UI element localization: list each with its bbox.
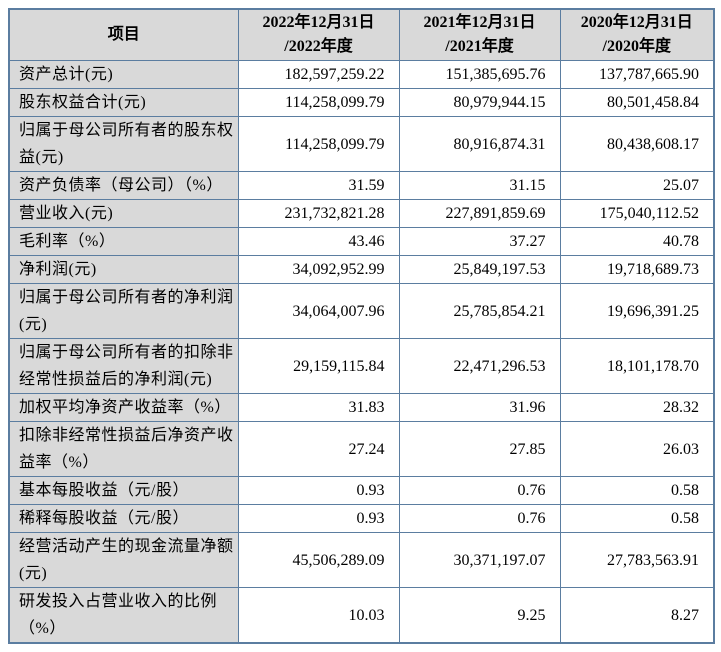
table-header: 项目 2022年12月31日 /2022年度 2021年12月31日 /2021… <box>8 8 715 61</box>
value-cell: 27.85 <box>398 421 561 477</box>
value-cell: 45,506,289.09 <box>237 532 400 588</box>
value-cell: 9.25 <box>398 587 561 644</box>
value-cell: 151,385,695.76 <box>398 60 561 89</box>
value-cell: 25.07 <box>559 171 715 200</box>
value-cell: 227,891,859.69 <box>398 199 561 228</box>
value-cell: 31.83 <box>237 393 400 422</box>
period-year: /2021年度 <box>445 38 514 55</box>
table-row: 研发投入占营业收入的比例（%） 10.03 9.25 8.27 <box>8 587 715 644</box>
table-row: 毛利率（%） 43.46 37.27 40.78 <box>8 227 715 256</box>
value-cell: 40.78 <box>559 227 715 256</box>
row-label: 归属于母公司所有者的净利润(元) <box>8 283 239 339</box>
value-cell: 0.93 <box>237 476 400 505</box>
row-label: 资产负债率（母公司）（%） <box>8 171 239 200</box>
row-label: 股东权益合计(元) <box>8 88 239 117</box>
value-cell: 19,696,391.25 <box>559 283 715 339</box>
row-label: 稀释每股收益（元/股） <box>8 504 239 533</box>
table-row: 净利润(元) 34,092,952.99 25,849,197.53 19,71… <box>8 255 715 284</box>
value-cell: 80,979,944.15 <box>398 88 561 117</box>
value-cell: 29,159,115.84 <box>237 338 400 394</box>
value-cell: 80,501,458.84 <box>559 88 715 117</box>
value-cell: 43.46 <box>237 227 400 256</box>
table-row: 归属于母公司所有者的扣除非经常性损益后的净利润(元) 29,159,115.84… <box>8 338 715 394</box>
table-row: 股东权益合计(元) 114,258,099.79 80,979,944.15 8… <box>8 88 715 117</box>
value-cell: 31.96 <box>398 393 561 422</box>
row-label: 研发投入占营业收入的比例（%） <box>8 587 239 644</box>
value-cell: 25,785,854.21 <box>398 283 561 339</box>
row-label: 资产总计(元) <box>8 60 239 89</box>
value-cell: 8.27 <box>559 587 715 644</box>
row-label: 营业收入(元) <box>8 199 239 228</box>
value-cell: 0.58 <box>559 476 715 505</box>
row-label: 归属于母公司所有者的股东权益(元) <box>8 116 239 172</box>
row-label: 经营活动产生的现金流量净额(元) <box>8 532 239 588</box>
value-cell: 26.03 <box>559 421 715 477</box>
value-cell: 80,438,608.17 <box>559 116 715 172</box>
table-row: 营业收入(元) 231,732,821.28 227,891,859.69 17… <box>8 199 715 228</box>
value-cell: 28.32 <box>559 393 715 422</box>
table-row: 稀释每股收益（元/股） 0.93 0.76 0.58 <box>8 504 715 533</box>
value-cell: 31.15 <box>398 171 561 200</box>
period-year: /2020年度 <box>602 38 671 55</box>
value-cell: 27,783,563.91 <box>559 532 715 588</box>
row-label: 毛利率（%） <box>8 227 239 256</box>
value-cell: 0.76 <box>398 476 561 505</box>
value-cell: 18,101,178.70 <box>559 338 715 394</box>
value-cell: 34,064,007.96 <box>237 283 400 339</box>
value-cell: 19,718,689.73 <box>559 255 715 284</box>
value-cell: 25,849,197.53 <box>398 255 561 284</box>
table-row: 资产负债率（母公司）（%） 31.59 31.15 25.07 <box>8 171 715 200</box>
period-date: 2020年12月31日 <box>580 14 693 31</box>
table-row: 归属于母公司所有者的净利润(元) 34,064,007.96 25,785,85… <box>8 283 715 339</box>
column-header-item: 项目 <box>8 8 239 61</box>
value-cell: 80,916,874.31 <box>398 116 561 172</box>
table-body: 资产总计(元) 182,597,259.22 151,385,695.76 13… <box>8 60 715 644</box>
value-cell: 31.59 <box>237 171 400 200</box>
row-label: 扣除非经常性损益后净资产收益率（%） <box>8 421 239 477</box>
period-date: 2021年12月31日 <box>423 14 536 31</box>
period-date: 2022年12月31日 <box>262 14 375 31</box>
column-header-2021: 2021年12月31日 /2021年度 <box>398 8 561 61</box>
table-row: 扣除非经常性损益后净资产收益率（%） 27.24 27.85 26.03 <box>8 421 715 477</box>
value-cell: 114,258,099.79 <box>237 88 400 117</box>
value-cell: 114,258,099.79 <box>237 116 400 172</box>
row-label: 加权平均净资产收益率（%） <box>8 393 239 422</box>
value-cell: 37.27 <box>398 227 561 256</box>
financial-summary-table: 项目 2022年12月31日 /2022年度 2021年12月31日 /2021… <box>8 8 715 644</box>
table-row: 基本每股收益（元/股） 0.93 0.76 0.58 <box>8 476 715 505</box>
value-cell: 182,597,259.22 <box>237 60 400 89</box>
column-header-2022: 2022年12月31日 /2022年度 <box>237 8 400 61</box>
value-cell: 0.76 <box>398 504 561 533</box>
value-cell: 0.58 <box>559 504 715 533</box>
value-cell: 10.03 <box>237 587 400 644</box>
row-label: 归属于母公司所有者的扣除非经常性损益后的净利润(元) <box>8 338 239 394</box>
row-label: 基本每股收益（元/股） <box>8 476 239 505</box>
row-label: 净利润(元) <box>8 255 239 284</box>
table-row: 资产总计(元) 182,597,259.22 151,385,695.76 13… <box>8 60 715 89</box>
value-cell: 175,040,112.52 <box>559 199 715 228</box>
value-cell: 30,371,197.07 <box>398 532 561 588</box>
value-cell: 34,092,952.99 <box>237 255 400 284</box>
table-row: 加权平均净资产收益率（%） 31.83 31.96 28.32 <box>8 393 715 422</box>
period-year: /2022年度 <box>284 38 353 55</box>
value-cell: 22,471,296.53 <box>398 338 561 394</box>
value-cell: 137,787,665.90 <box>559 60 715 89</box>
value-cell: 27.24 <box>237 421 400 477</box>
value-cell: 231,732,821.28 <box>237 199 400 228</box>
value-cell: 0.93 <box>237 504 400 533</box>
table-row: 经营活动产生的现金流量净额(元) 45,506,289.09 30,371,19… <box>8 532 715 588</box>
table-row: 归属于母公司所有者的股东权益(元) 114,258,099.79 80,916,… <box>8 116 715 172</box>
header-row: 项目 2022年12月31日 /2022年度 2021年12月31日 /2021… <box>8 8 715 61</box>
column-header-2020: 2020年12月31日 /2020年度 <box>559 8 715 61</box>
